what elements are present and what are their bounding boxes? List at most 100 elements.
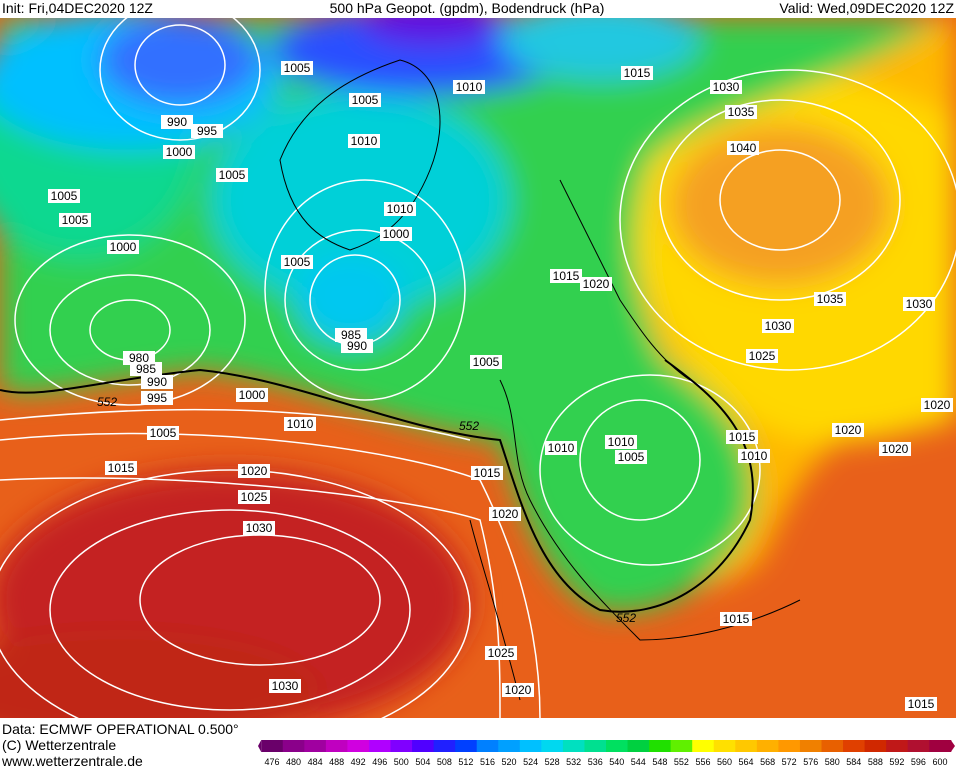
contour-label: 552: [616, 611, 636, 625]
colorbar-swatch: [584, 740, 607, 752]
isobar-label-box: [725, 105, 757, 119]
isobar-label-box: [335, 328, 367, 342]
isobar-label: 1010: [548, 441, 575, 455]
data-source: Data: ECMWF OPERATIONAL 0.500°: [2, 721, 239, 737]
website: www.wetterzentrale.de: [1, 753, 143, 768]
colorbar-swatch: [325, 740, 348, 752]
isobar-label-box: [710, 80, 742, 94]
colorbar-swatch: [670, 740, 693, 752]
colorbar-swatch: [799, 740, 822, 752]
colorbar-swatch: [347, 740, 370, 752]
isobar-label: 1005: [62, 213, 89, 227]
map: [0, 18, 956, 718]
isobar-label-box: [903, 297, 935, 311]
isobar-label-box: [107, 240, 139, 254]
colorbar-swatch: [304, 740, 327, 752]
isobar-label-box: [105, 461, 137, 475]
isobar-label-box: [341, 339, 373, 353]
isobar-label: 1010: [387, 202, 414, 216]
isobar-label-box: [726, 430, 758, 444]
isobar-label-box: [832, 423, 864, 437]
isobar-label: 1020: [492, 507, 519, 521]
isobar-label: 1015: [553, 269, 580, 283]
isobar-label-box: [720, 612, 752, 626]
isobar-label: 985: [341, 328, 361, 342]
isobar-label: 1005: [618, 450, 645, 464]
colorbar-label: 476: [264, 757, 279, 767]
colorbar-label: 592: [889, 757, 904, 767]
contour-label: 552: [97, 395, 117, 409]
isobar-label-box: [470, 355, 502, 369]
isobar-label-box: [236, 388, 268, 402]
isobar-label-box: [471, 466, 503, 480]
colorbar-swatch: [778, 740, 801, 752]
isobar-label-box: [453, 80, 485, 94]
colorbar-label: 596: [911, 757, 926, 767]
isobar-label-box: [746, 349, 778, 363]
colorbar-swatch: [541, 740, 564, 752]
colorbar-swatch: [929, 740, 952, 752]
isobar-label: 1020: [241, 464, 268, 478]
isobar-label-box: [905, 697, 937, 711]
isobar-label-box: [814, 292, 846, 306]
isobar-label-box: [284, 417, 316, 431]
isobar-label-box: [147, 426, 179, 440]
isobar-label-box: [921, 398, 953, 412]
colorbar-label: 520: [502, 757, 517, 767]
colorbar-swatch: [498, 740, 521, 752]
isobar-label: 1005: [473, 355, 500, 369]
colorbar-label: 556: [695, 757, 710, 767]
isobar-label-box: [348, 134, 380, 148]
isobar-label: 1015: [108, 461, 135, 475]
isobar-label-box: [545, 441, 577, 455]
colorbar-swatch: [713, 740, 736, 752]
colorbar-label: 480: [286, 757, 301, 767]
isobar-label-box: [161, 115, 193, 129]
isobar-label-box: [238, 464, 270, 478]
isobar-label: 1005: [219, 168, 246, 182]
colorbar-label: 552: [674, 757, 689, 767]
isobar-label-box: [621, 66, 653, 80]
colorbar: 476 480 484 488 492 496 500 504 508 512 516 520 524 5…: [258, 740, 955, 767]
isobar-label: 1000: [383, 227, 410, 241]
isobar-label: 1015: [624, 66, 651, 80]
isobar-label: 1020: [505, 683, 532, 697]
isobar-label: 1005: [352, 93, 379, 107]
isobar-label: 995: [197, 124, 217, 138]
isobar-label-box: [163, 145, 195, 159]
colorbar-low-arrow: [258, 740, 262, 752]
colorbar-swatch: [864, 740, 887, 752]
colorbar-label: 496: [372, 757, 387, 767]
isobar-label: 990: [167, 115, 187, 129]
isobar-label-box: [48, 189, 80, 203]
isobar-label: 1020: [924, 398, 951, 412]
isobar-label: 985: [136, 362, 156, 376]
isobar-label: 1010: [287, 417, 314, 431]
colorbar-swatch: [821, 740, 844, 752]
isobar-label: 1040: [730, 141, 757, 155]
isobar-label: 1000: [110, 240, 137, 254]
isobar-label-box: [489, 507, 521, 521]
colorbar-label: 548: [652, 757, 667, 767]
colorbar-label: 564: [739, 757, 754, 767]
isobar-label-box: [238, 490, 270, 504]
isobar-label-box: [384, 202, 416, 216]
colorbar-label: 572: [782, 757, 797, 767]
isobar-label: 1015: [729, 430, 756, 444]
isobar-label: 995: [147, 391, 167, 405]
isobar-label: 1030: [272, 679, 299, 693]
colorbar-label: 536: [588, 757, 603, 767]
contour-label: 552: [459, 419, 479, 433]
isobar-label: 1010: [608, 435, 635, 449]
isobar-label: 1030: [246, 521, 273, 535]
colorbar-swatch: [907, 740, 930, 752]
isobar-label: 1015: [474, 466, 501, 480]
isobar-label-box: [123, 351, 155, 365]
colorbar-high-arrow: [950, 740, 955, 752]
isobar-label-box: [738, 449, 770, 463]
init-time: Init: Fri,04DEC2020 12Z: [2, 0, 153, 16]
isobar-label-box: [605, 435, 637, 449]
colorbar-label: 560: [717, 757, 732, 767]
isobar-label: 1015: [908, 697, 935, 711]
isobar-label: 1020: [882, 442, 909, 456]
